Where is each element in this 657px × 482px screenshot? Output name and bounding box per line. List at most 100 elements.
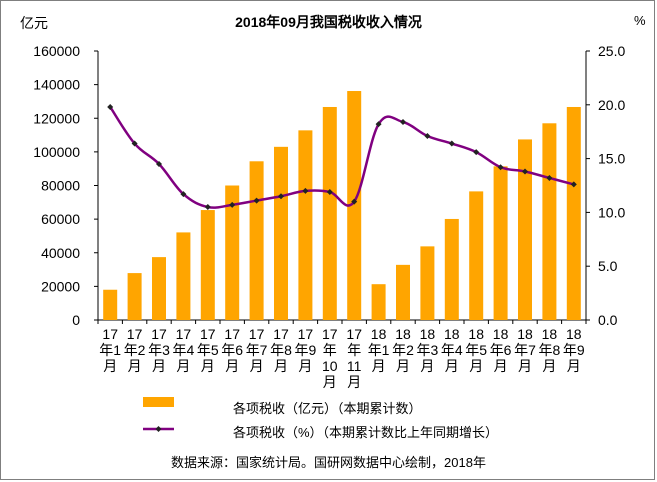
left-tick-label: 40000: [41, 245, 80, 261]
bar: [103, 289, 118, 320]
x-tick-label: 年9: [563, 342, 585, 358]
line-point: [180, 191, 187, 198]
x-tick-label: 18: [517, 326, 533, 342]
bar: [274, 146, 288, 320]
right-tick-label: 20.0: [598, 97, 625, 113]
bar: [566, 106, 581, 320]
line-point: [400, 119, 406, 126]
bar: [127, 273, 142, 320]
x-tick-label: 月: [225, 358, 239, 374]
x-tick-label: 年6: [221, 342, 243, 358]
x-tick-label: 月: [128, 358, 142, 374]
x-tick-label: 月: [347, 374, 361, 390]
right-tick-label: 10.0: [598, 204, 625, 220]
x-tick-label: 年4: [173, 342, 195, 358]
x-tick-label: 年3: [417, 342, 439, 358]
line-point: [131, 140, 138, 147]
x-tick-label: 月: [494, 358, 508, 374]
bar: [225, 185, 240, 320]
x-tick-label: 年8: [539, 342, 561, 358]
line-point: [375, 121, 382, 128]
legend-bar-swatch: [143, 397, 174, 407]
x-tick-label: 年: [323, 342, 337, 358]
right-tick-label: 5.0: [598, 258, 618, 274]
x-tick-label: 年1: [368, 342, 390, 358]
x-tick-label: 年7: [514, 342, 536, 358]
legend-line-marker: [155, 426, 162, 432]
x-tick-label: 月: [372, 358, 386, 374]
line-point: [204, 204, 211, 211]
left-tick-label: 20000: [41, 278, 80, 294]
x-tick-label: 月: [469, 358, 483, 374]
bar: [420, 246, 435, 320]
x-tick-label: 年5: [197, 342, 219, 358]
x-tick-label: 18: [468, 326, 484, 342]
x-tick-label: 10: [322, 358, 338, 374]
x-tick-label: 17: [176, 326, 192, 342]
right-tick-label: 15.0: [598, 151, 625, 167]
x-tick-label: 11: [347, 358, 362, 374]
x-tick-label: 17: [249, 326, 265, 342]
right-tick-label: 0.0: [598, 312, 618, 328]
line-point: [107, 103, 114, 110]
x-tick-label: 月: [250, 358, 264, 374]
right-axis-unit: %: [634, 13, 646, 28]
line-point: [497, 164, 504, 171]
x-tick-label: 17: [200, 326, 216, 342]
x-tick-label: 18: [542, 326, 558, 342]
x-tick-label: 年: [347, 342, 361, 358]
x-tick-label: 月: [201, 358, 215, 374]
bar: [298, 130, 313, 320]
bar: [347, 91, 362, 320]
bar: [322, 106, 337, 320]
x-tick-label: 18: [420, 326, 436, 342]
x-tick-label: 17: [322, 326, 338, 342]
bar: [444, 218, 459, 320]
left-tick-label: 80000: [41, 178, 80, 194]
x-tick-label: 17: [298, 326, 314, 342]
x-tick-label: 年8: [270, 342, 292, 358]
bar: [152, 257, 166, 320]
line-point: [302, 187, 309, 194]
x-tick-label: 年6: [490, 342, 512, 358]
bar: [249, 161, 264, 320]
left-tick-label: 140000: [33, 77, 80, 93]
x-tick-label: 17: [273, 326, 289, 342]
x-tick-label: 17: [102, 326, 118, 342]
line-point: [473, 149, 480, 156]
x-tick-label: 月: [420, 358, 434, 374]
line-point: [156, 160, 162, 167]
growth-rate-line: [109, 106, 575, 209]
x-tick-label: 月: [518, 358, 532, 374]
x-tick-label: 年2: [124, 342, 146, 358]
legend-bar-label: 各项税收（亿元）（本期累计数）: [233, 401, 422, 416]
line-point: [278, 193, 284, 200]
x-tick-label: 年5: [465, 342, 487, 358]
x-tick-label: 年3: [148, 342, 170, 358]
x-tick-label: 月: [445, 358, 459, 374]
line-point: [253, 197, 260, 204]
right-tick-label: 25.0: [598, 43, 625, 59]
bar: [518, 139, 532, 320]
line-point: [326, 188, 333, 195]
x-tick-label: 月: [542, 358, 556, 374]
line-point: [351, 198, 358, 205]
x-tick-label: 年7: [246, 342, 268, 358]
x-tick-label: 17: [151, 326, 167, 342]
left-tick-label: 120000: [33, 110, 80, 126]
bar: [176, 232, 191, 320]
x-tick-label: 年1: [99, 342, 121, 358]
x-tick-label: 月: [103, 358, 117, 374]
x-tick-label: 月: [567, 358, 581, 374]
line-point: [570, 181, 577, 188]
x-tick-label: 月: [152, 358, 166, 374]
bar: [493, 166, 508, 320]
x-tick-label: 月: [396, 358, 410, 374]
line-point: [546, 174, 553, 181]
x-tick-label: 17: [224, 326, 240, 342]
left-tick-label: 60000: [41, 211, 80, 227]
x-tick-label: 月: [323, 374, 337, 390]
x-tick-label: 18: [395, 326, 411, 342]
line-point: [522, 168, 528, 175]
left-axis-unit: 亿元: [20, 15, 48, 31]
